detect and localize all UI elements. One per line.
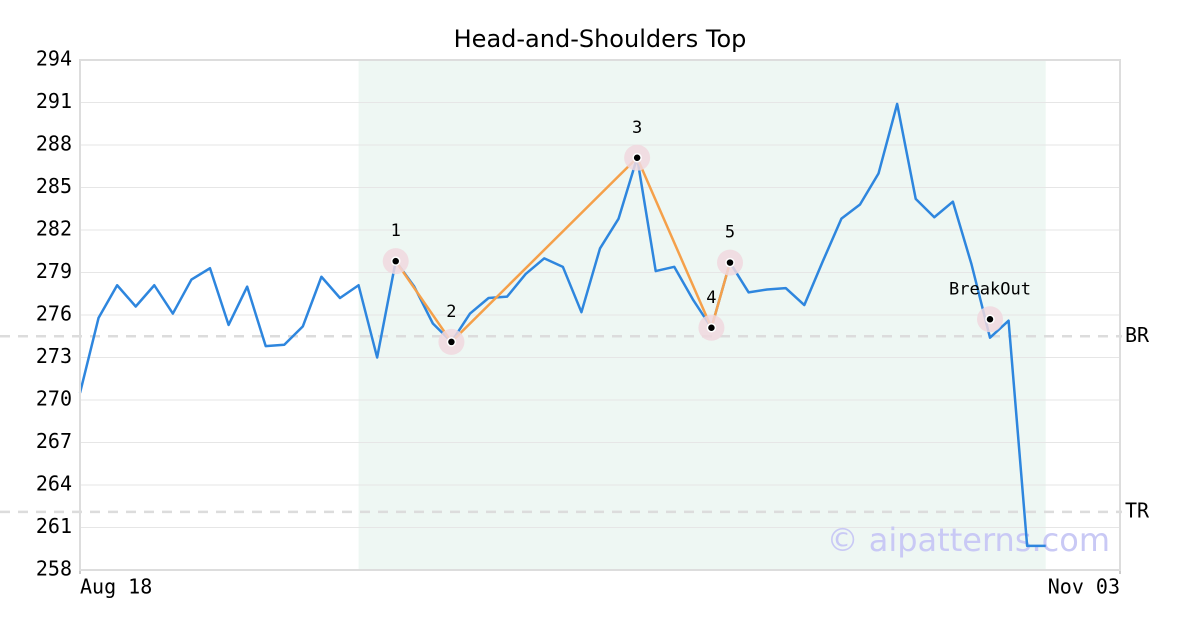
watermark: © aipatterns.com <box>827 521 1110 559</box>
price-line <box>78 102 1046 548</box>
point-dot <box>446 337 457 347</box>
point-label: 1 <box>391 221 401 241</box>
y-tick-label: 261 <box>36 514 72 538</box>
y-tick-label: 273 <box>36 344 72 368</box>
chart-title: Head-and-Shoulders Top <box>454 25 747 53</box>
y-tick-label: 270 <box>36 387 72 411</box>
y-tick-label: 288 <box>36 132 72 156</box>
y-tick-label: 285 <box>36 174 72 198</box>
level-label: BR <box>1125 323 1150 347</box>
point-dot <box>632 153 642 163</box>
point-label: BreakOut <box>949 279 1031 299</box>
y-tick-label: 276 <box>36 302 72 326</box>
y-tick-label: 258 <box>36 557 72 581</box>
x-tick-label: Aug 18 <box>80 575 152 599</box>
point-label: 5 <box>725 223 735 243</box>
plot-frame <box>79 59 1121 571</box>
point-label: 4 <box>706 288 716 308</box>
y-tick-label: 294 <box>36 47 72 71</box>
point-label: 3 <box>632 118 642 138</box>
point-label: 2 <box>446 302 456 322</box>
y-tick-label: 279 <box>36 259 72 283</box>
point-dot <box>985 314 995 324</box>
point-dot <box>706 323 717 333</box>
y-tick-label: 267 <box>36 429 72 453</box>
x-tick-label: Nov 03 <box>1048 575 1120 599</box>
level-label: TR <box>1125 498 1150 522</box>
y-tick-label: 291 <box>36 89 72 113</box>
point-dot <box>390 256 401 266</box>
y-tick-label: 264 <box>36 472 72 496</box>
point-dot <box>725 257 735 268</box>
y-tick-label: 282 <box>36 217 72 241</box>
